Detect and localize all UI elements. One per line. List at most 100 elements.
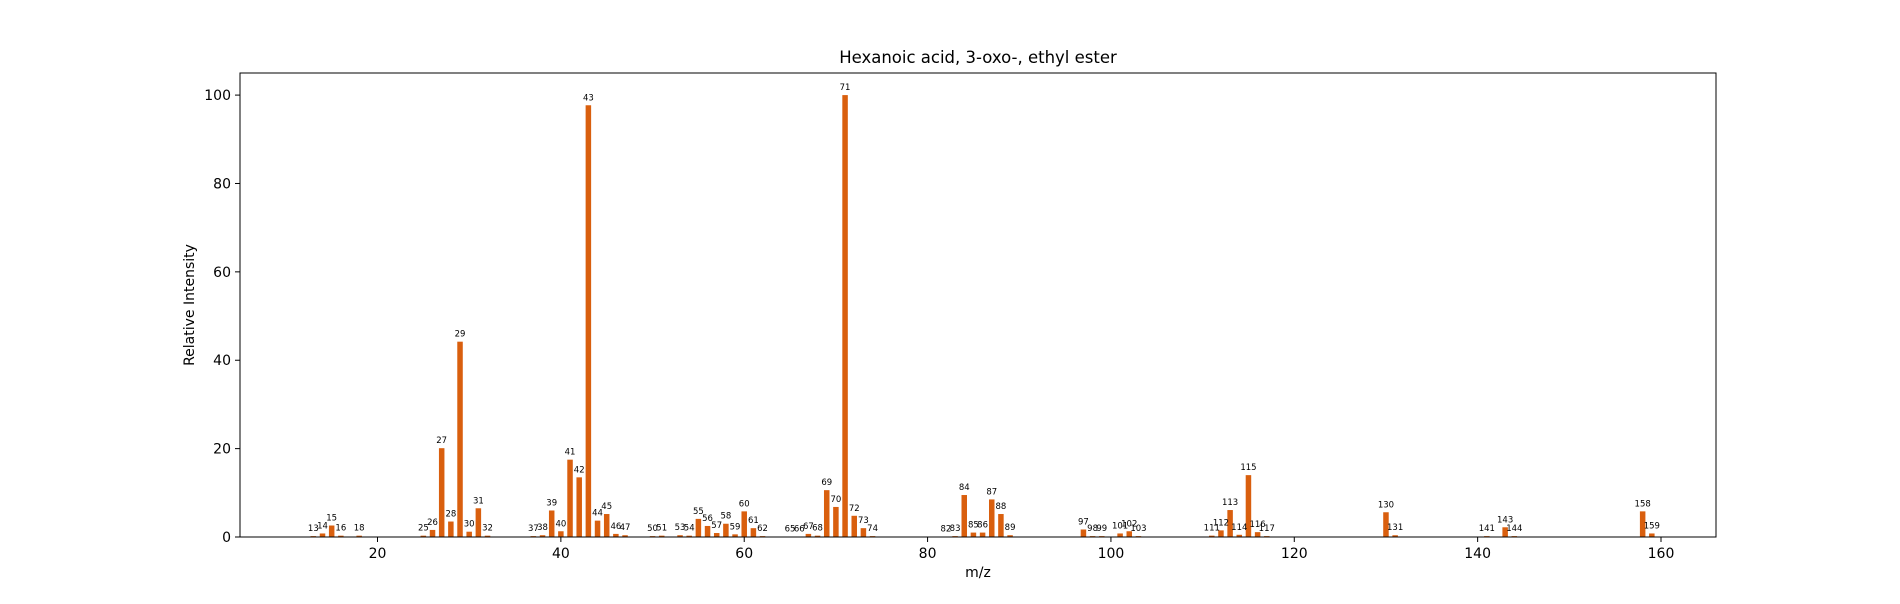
bar-mz-143 <box>1502 527 1508 537</box>
peak-label-13: 13 <box>308 524 319 534</box>
bar-mz-31 <box>475 508 482 537</box>
y-tick-label: 100 <box>204 88 231 104</box>
bar-mz-56 <box>704 525 711 537</box>
bar-mz-40 <box>558 531 564 537</box>
peak-label-38: 38 <box>537 523 548 533</box>
peak-label-131: 131 <box>1387 523 1403 533</box>
y-tick-label: 20 <box>213 442 231 458</box>
bar-mz-27 <box>438 448 445 537</box>
y-tick-label: 40 <box>213 353 231 369</box>
x-tick-label: 20 <box>369 546 387 562</box>
bars-group <box>310 95 1655 538</box>
bar-mz-55 <box>695 518 702 537</box>
peak-label-89: 89 <box>1005 523 1016 533</box>
bar-mz-38 <box>539 535 546 537</box>
peak-label-74: 74 <box>867 524 878 534</box>
bar-mz-159 <box>1649 533 1655 537</box>
peak-label-103: 103 <box>1130 524 1146 534</box>
y-axis-label: Relative Intensity <box>182 244 198 366</box>
x-tick-label: 160 <box>1648 546 1675 562</box>
x-tick-label: 120 <box>1281 546 1308 562</box>
peak-label-26: 26 <box>427 518 438 528</box>
peak-label-46: 46 <box>610 522 621 532</box>
bar-mz-60 <box>741 511 747 537</box>
peak-label-85: 85 <box>968 521 979 531</box>
bar-mz-116 <box>1254 532 1261 537</box>
bar-mz-71 <box>842 95 848 537</box>
bar-mz-41 <box>567 459 573 537</box>
peak-label-73: 73 <box>858 516 869 526</box>
x-tick-label: 140 <box>1464 546 1491 562</box>
peak-label-66: 66 <box>794 525 805 535</box>
peak-label-159: 159 <box>1644 521 1660 531</box>
bar-mz-58 <box>723 523 729 537</box>
bar-mz-14 <box>319 533 326 537</box>
bar-mz-28 <box>448 521 454 537</box>
bar-mz-102 <box>1126 531 1133 537</box>
peak-label-55: 55 <box>693 507 704 517</box>
bar-mz-114 <box>1236 534 1243 537</box>
peak-label-14: 14 <box>317 521 328 531</box>
peak-label-130: 130 <box>1378 500 1394 510</box>
peak-label-111: 111 <box>1204 524 1220 534</box>
bar-mz-84 <box>961 495 967 537</box>
bar-mz-18 <box>356 535 362 537</box>
peak-label-70: 70 <box>830 495 841 505</box>
bar-mz-97 <box>1080 529 1087 537</box>
bar-mz-69 <box>823 490 830 537</box>
peak-label-82: 82 <box>940 525 951 535</box>
bar-mz-42 <box>576 477 582 537</box>
peak-label-84: 84 <box>959 483 970 493</box>
bar-mz-15 <box>328 525 335 537</box>
y-tick-label: 80 <box>213 176 231 192</box>
peak-label-86: 86 <box>977 521 988 531</box>
peak-label-41: 41 <box>565 448 576 458</box>
peak-label-25: 25 <box>418 524 429 534</box>
peak-label-113: 113 <box>1222 498 1238 508</box>
peak-label-144: 144 <box>1506 524 1522 534</box>
bar-mz-59 <box>732 534 738 537</box>
x-tick-label: 80 <box>919 546 937 562</box>
peak-label-59: 59 <box>730 522 741 532</box>
bar-mz-112 <box>1218 530 1224 537</box>
peak-label-15: 15 <box>326 514 337 524</box>
peak-label-98: 98 <box>1087 524 1098 534</box>
x-axis-ticks: 20 40 60 80 100 120 140 160 <box>369 537 1675 562</box>
peak-label-27: 27 <box>436 436 447 446</box>
peak-label-57: 57 <box>711 521 722 531</box>
bar-mz-53 <box>677 535 683 537</box>
peak-label-39: 39 <box>546 498 557 508</box>
peak-label-116: 116 <box>1249 520 1265 530</box>
y-tick-label: 60 <box>213 265 231 281</box>
bar-mz-73 <box>860 528 867 537</box>
chart-title: Hexanoic acid, 3-oxo-, ethyl ester <box>839 48 1117 67</box>
bar-mz-61 <box>750 528 757 537</box>
bar-mz-30 <box>466 531 472 537</box>
peak-label-60: 60 <box>739 499 750 509</box>
bar-mz-44 <box>594 520 601 537</box>
bar-mz-39 <box>548 510 555 537</box>
peak-label-29: 29 <box>455 330 466 340</box>
peak-label-47: 47 <box>620 523 631 533</box>
bar-mz-86 <box>979 532 986 537</box>
bar-mz-130 <box>1383 512 1389 537</box>
peak-label-97: 97 <box>1078 517 1089 527</box>
bar-mz-16 <box>338 535 344 537</box>
peak-label-58: 58 <box>720 512 731 522</box>
peak-label-115: 115 <box>1240 463 1256 473</box>
bar-mz-111 <box>1209 535 1215 537</box>
peak-label-40: 40 <box>555 519 566 529</box>
peak-label-117: 117 <box>1259 524 1275 534</box>
x-tick-label: 40 <box>552 546 570 562</box>
y-axis-ticks: 0 20 40 60 80 100 <box>204 88 240 546</box>
peak-label-71: 71 <box>840 83 851 93</box>
peak-label-99: 99 <box>1096 524 1107 534</box>
peak-label-72: 72 <box>849 504 860 514</box>
peak-label-37: 37 <box>528 524 539 534</box>
bar-mz-25 <box>420 535 427 537</box>
peak-label-114: 114 <box>1231 523 1247 533</box>
bar-mz-32 <box>484 535 491 537</box>
peak-label-44: 44 <box>592 509 603 519</box>
peak-label-101: 101 <box>1112 521 1128 531</box>
peak-label-88: 88 <box>996 502 1007 512</box>
